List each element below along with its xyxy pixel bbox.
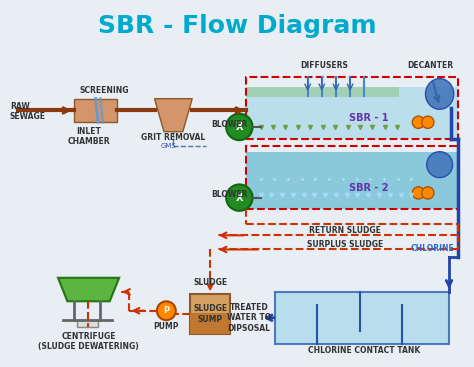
Bar: [275, 292, 449, 344]
Bar: [190, 313, 230, 334]
Bar: [246, 152, 458, 210]
Text: SLUDGE
SUMP: SLUDGE SUMP: [193, 304, 227, 324]
Text: DIFFUSERS: DIFFUSERS: [300, 61, 348, 70]
Text: CHLORINE CONTACT TANK: CHLORINE CONTACT TANK: [308, 346, 420, 355]
Bar: [246, 87, 458, 139]
Polygon shape: [155, 99, 192, 132]
Bar: [190, 294, 230, 334]
Text: INLET
CHAMBER: INLET CHAMBER: [67, 127, 110, 146]
Text: DECANTER: DECANTER: [407, 61, 453, 70]
Text: RAW
SEWAGE: RAW SEWAGE: [10, 102, 46, 121]
Bar: [77, 320, 98, 327]
Circle shape: [422, 116, 434, 128]
Text: GMS: GMS: [161, 143, 176, 149]
Text: SBR - 1: SBR - 1: [349, 113, 389, 123]
Circle shape: [422, 187, 434, 199]
Text: SCREENING: SCREENING: [79, 86, 129, 95]
Circle shape: [157, 301, 176, 320]
Text: RETURN SLUDGE: RETURN SLUDGE: [310, 226, 381, 235]
Text: BLOWER: BLOWER: [211, 120, 247, 129]
Circle shape: [226, 114, 253, 140]
Text: X: X: [236, 193, 243, 203]
Polygon shape: [58, 278, 119, 301]
Text: GRIT REMOVAL: GRIT REMOVAL: [141, 133, 206, 142]
Text: SBR - 2: SBR - 2: [349, 183, 389, 193]
Ellipse shape: [427, 152, 453, 178]
Text: SLUDGE: SLUDGE: [193, 278, 227, 287]
Text: BLOWER: BLOWER: [211, 190, 247, 199]
Circle shape: [412, 116, 425, 128]
Text: SBR - Flow Diagram: SBR - Flow Diagram: [98, 14, 376, 38]
Circle shape: [412, 187, 425, 199]
Text: CHLORINE: CHLORINE: [410, 244, 455, 253]
Text: CENTRIFUGE
(SLUDGE DEWATERING): CENTRIFUGE (SLUDGE DEWATERING): [38, 332, 139, 351]
Bar: [246, 77, 458, 139]
Text: PUMP: PUMP: [154, 321, 179, 331]
Text: X: X: [236, 122, 243, 132]
Polygon shape: [74, 99, 117, 122]
Text: P: P: [163, 306, 169, 315]
Ellipse shape: [426, 79, 454, 109]
Text: SURPLUS SLUDGE: SURPLUS SLUDGE: [307, 240, 383, 249]
Bar: [246, 146, 458, 210]
Circle shape: [226, 185, 253, 211]
Text: TREATED
WATER TO
DIPSOSAL: TREATED WATER TO DIPSOSAL: [227, 303, 271, 333]
Bar: [246, 87, 399, 97]
